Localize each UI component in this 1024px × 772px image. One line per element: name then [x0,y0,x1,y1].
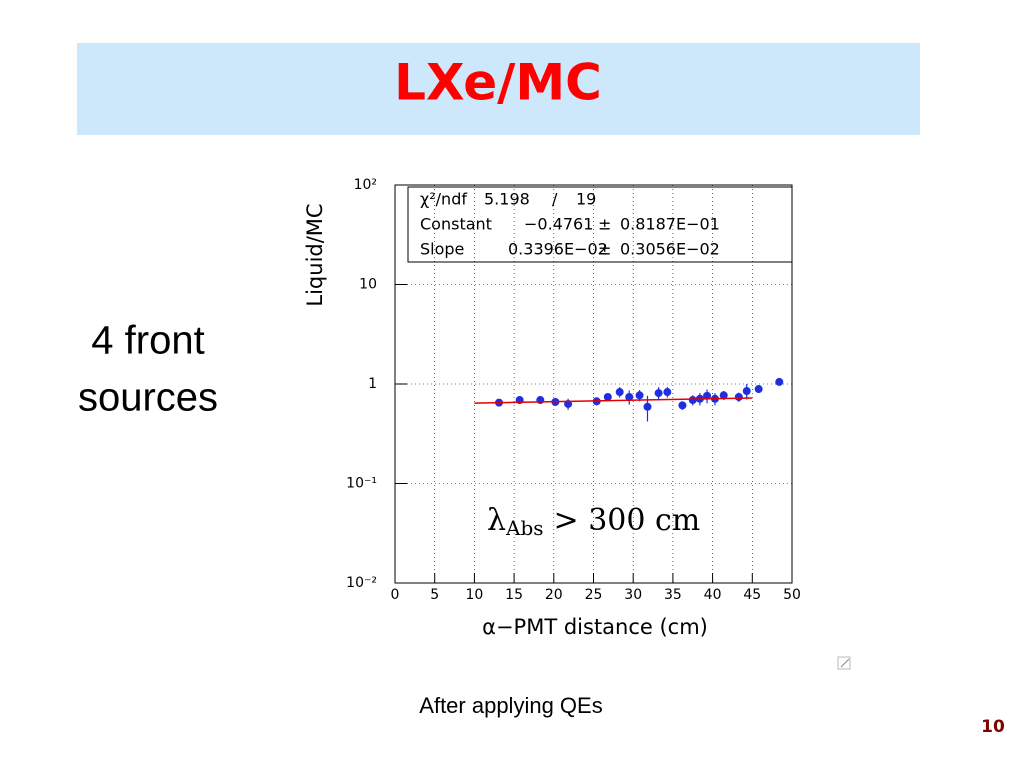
stats-box: χ²/ndf 5.198 / 19 Constant −0.4761 ±0.8187E−01… [407,186,793,263]
x-tick-label: 40 [704,587,722,603]
slide-title: LXe/MC [394,54,602,112]
x-tick-label: 35 [664,587,682,603]
y-tick-label: 10⁻¹ [346,476,377,492]
side-text: 4 front [91,319,204,363]
stats-text: −0.4761 [524,215,593,234]
x-tick-label: 25 [585,587,603,603]
annotation-subscript: Abs [505,516,544,540]
y-tick-label: 10 [359,277,377,293]
stats-text: / [552,190,558,209]
data-point [635,391,644,400]
side-text: sources [78,376,218,420]
data-point [754,385,763,394]
fit-line [474,397,753,404]
x-tick-label: 20 [545,587,563,603]
x-tick-label: 0 [391,587,400,603]
data-point [719,391,728,400]
y-tick-label: 1 [368,376,377,392]
data-point [703,391,712,400]
x-tick-label: 50 [783,587,801,603]
page-number: 10 [981,717,1005,737]
data-point [603,393,612,402]
annotation-text: > 300 cm [554,503,701,538]
data-point [734,393,743,402]
data-point [625,393,634,402]
annotation: λAbs > 300 cm [487,503,700,540]
data-point [643,402,652,411]
x-tick-label: 10 [465,587,483,603]
x-axis-label: α−PMT distance (cm) [482,615,708,639]
data-point [654,389,663,398]
caption: After applying QEs [419,693,602,718]
title-band [77,43,920,135]
data-point [536,396,545,405]
stats-text: 0.3396E−02 [508,240,608,259]
data-point [688,396,697,405]
stats-text: 5.198 [484,190,530,209]
data-point [678,401,687,410]
stats-text: 0.3056E−02 [620,240,720,259]
resize-icon [837,656,851,670]
y-tick-label: 10⁻² [346,575,377,591]
x-tick-label: 5 [430,587,439,603]
stats-text: ± [598,215,611,234]
y-tick-label: 10² [354,177,377,193]
stats-text: Constant [420,215,492,234]
x-tick-label: 45 [743,587,761,603]
x-tick-label: 30 [624,587,642,603]
data-point [742,387,751,396]
stats-text: Slope [420,240,464,259]
annotation-symbol: λ [487,503,506,538]
x-tick-label: 15 [505,587,523,603]
stats-text: 19 [576,190,596,209]
y-axis-label: Liquid/MC [303,203,327,306]
data-point [615,388,624,397]
stats-text: 0.8187E−01 [620,215,720,234]
data-point [663,388,672,397]
stats-text: ± [598,240,611,259]
data-point [775,377,784,386]
stats-text: χ²/ndf [420,190,467,209]
